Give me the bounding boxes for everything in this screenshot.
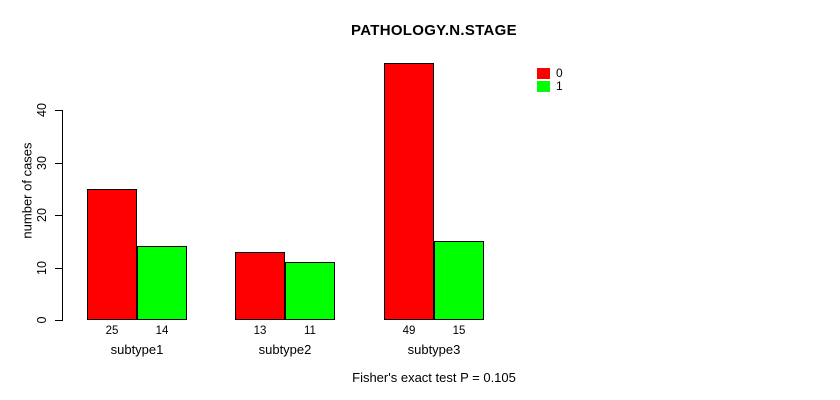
annotation-text: Fisher's exact test P = 0.105 [352,370,516,385]
bar-subtype3-series-1 [434,241,484,320]
category-label-subtype2: subtype2 [258,342,312,357]
y-axis-tick-label: 10 [35,261,49,275]
bar-subtype1-series-0 [87,189,137,320]
bar-value-label: 25 [105,325,119,337]
y-axis-tick-label: 20 [35,208,49,222]
y-axis-label: number of cases [19,142,35,239]
bar-subtype2-series-0 [235,252,285,320]
y-axis-tick-label: 0 [35,316,49,324]
legend-label: 1 [556,79,563,93]
y-axis-tick [55,268,62,269]
y-axis-tick [55,320,62,321]
category-label-subtype1: subtype1 [110,342,164,357]
legend-label: 0 [556,66,563,80]
chart-title: PATHOLOGY.N.STAGE [351,22,517,39]
legend-swatch-icon [537,68,550,79]
y-axis-tick [55,215,62,216]
legend-swatch-icon [537,81,550,92]
bar-value-label: 49 [402,325,416,337]
legend-row: 1 [537,80,563,93]
bar-subtype1-series-1 [137,246,187,320]
bar-subtype2-series-1 [285,262,335,320]
bar-value-label: 14 [155,325,169,337]
bar-value-label: 15 [452,325,466,337]
category-label-subtype3: subtype3 [407,342,461,357]
y-axis-tick-label: 30 [35,156,49,170]
legend-row: 0 [537,67,563,80]
bar-value-label: 13 [253,325,267,337]
y-axis-tick [55,163,62,164]
y-axis-line [62,110,63,321]
y-axis-tick [55,110,62,111]
bar-value-label: 11 [304,325,316,337]
bar-subtype3-series-0 [384,63,434,320]
y-axis-tick-label: 40 [35,103,49,117]
